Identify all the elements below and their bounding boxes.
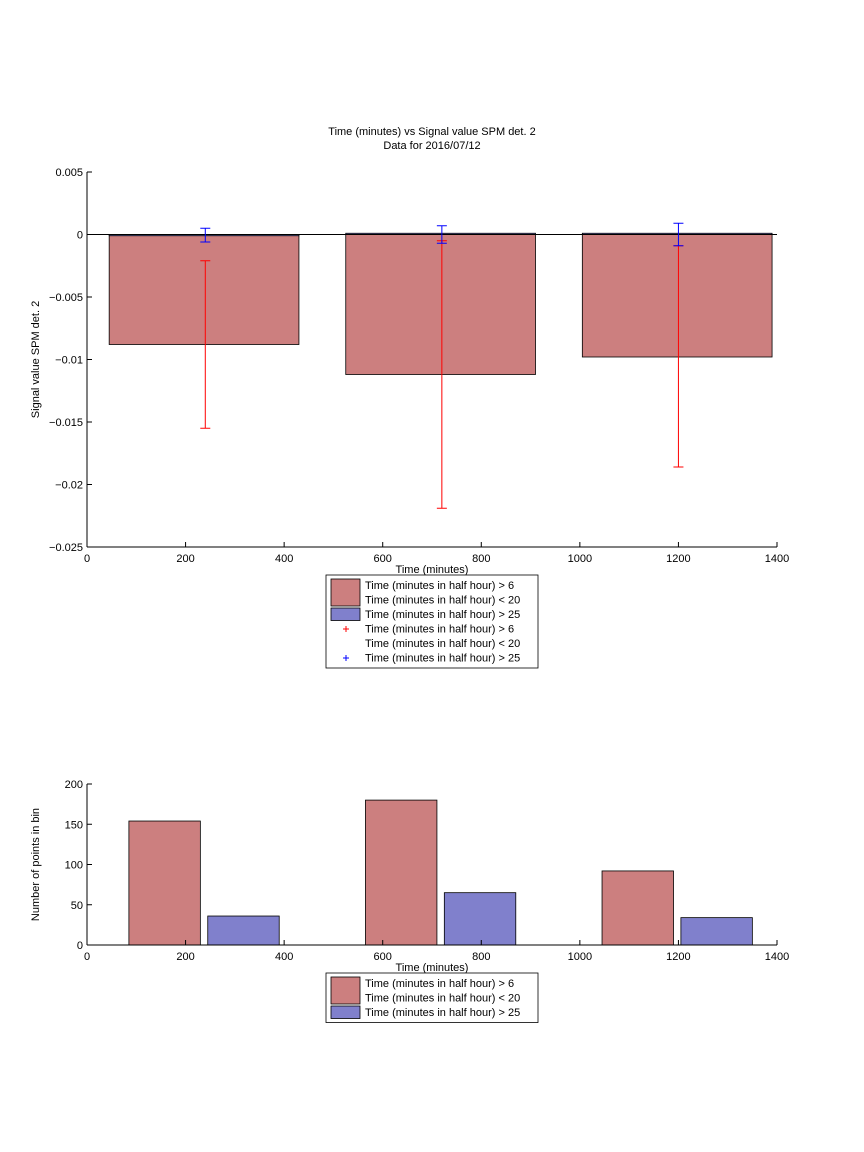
legend-label: Time (minutes in half hour) > 25 xyxy=(365,609,520,621)
legend-label: Time (minutes in half hour) > 25 xyxy=(365,1007,520,1019)
legend-label: Time (minutes in half hour) > 6 xyxy=(365,580,514,592)
x-tick-label: 400 xyxy=(275,951,293,963)
y-tick-label: 150 xyxy=(65,819,83,831)
legend-box xyxy=(325,574,539,669)
legend-patch-red xyxy=(330,976,361,1005)
bar-red-2 xyxy=(345,234,536,375)
y-tick-label: 50 xyxy=(71,900,83,912)
legend-patch-blue xyxy=(330,1005,361,1019)
legend-label: Time (minutes in half hour) < 20 xyxy=(365,993,520,1005)
y-tick-label: 100 xyxy=(65,860,83,872)
chart-title-line2: Data for 2016/07/12 xyxy=(383,140,480,152)
x-axis-label: Time (minutes) xyxy=(396,962,469,974)
x-tick-label: 600 xyxy=(374,951,392,963)
x-tick-label: 0 xyxy=(84,951,90,963)
x-tick-label: 1400 xyxy=(765,951,789,963)
y-tick-label: −0.005 xyxy=(49,292,83,304)
y-tick-label: 0 xyxy=(77,230,83,242)
x-axis-label: Time (minutes) xyxy=(396,564,469,576)
x-tick-label: 1200 xyxy=(666,951,690,963)
bar-red-2 xyxy=(365,799,438,946)
chart-title-line1: Time (minutes) vs Signal value SPM det. … xyxy=(328,126,535,138)
legend-label: Time (minutes in half hour) > 6 xyxy=(365,978,514,990)
legend-patch-red xyxy=(330,578,361,607)
legend-label: Time (minutes in half hour) > 25 xyxy=(365,653,520,665)
bar-blue-1 xyxy=(207,915,280,946)
y-tick-label: −0.01 xyxy=(55,355,83,367)
legend-label: Time (minutes in half hour) > 6 xyxy=(365,624,514,636)
bar-red-3 xyxy=(601,870,674,946)
bar-blue-2 xyxy=(443,892,517,946)
bar-blue-3 xyxy=(680,917,753,946)
y-tick-label: 0 xyxy=(77,940,83,952)
x-tick-label: 800 xyxy=(472,951,490,963)
y-tick-label: −0.015 xyxy=(49,417,83,429)
x-tick-label: 400 xyxy=(275,553,293,565)
y-tick-label: 200 xyxy=(65,779,83,791)
x-tick-label: 1000 xyxy=(568,951,592,963)
x-tick-label: 800 xyxy=(472,553,490,565)
x-tick-label: 200 xyxy=(176,951,194,963)
y-tick-label: 0.005 xyxy=(55,167,83,179)
x-tick-label: 200 xyxy=(176,553,194,565)
y-tick-label: −0.025 xyxy=(49,542,83,554)
x-tick-label: 1000 xyxy=(568,553,592,565)
legend-box xyxy=(325,972,539,1023)
y-axis-label: Signal value SPM det. 2 xyxy=(30,301,42,418)
y-tick-label: −0.02 xyxy=(55,480,83,492)
bar-red-3 xyxy=(581,234,773,358)
x-tick-label: 1200 xyxy=(666,553,690,565)
x-tick-label: 600 xyxy=(374,553,392,565)
bottom-plot: 0 200 400 600 800 1000 1200 1400 200 150 100 50 0 Tim… xyxy=(30,779,789,1023)
top-plot: 0 200 400 600 800 1000 1200 1400 0.005 0 −0.005 −0.… xyxy=(30,167,789,669)
legend-label: Time (minutes in half hour) < 20 xyxy=(365,638,520,650)
bar-red-1 xyxy=(128,820,201,946)
legend-label: Time (minutes in half hour) < 20 xyxy=(365,595,520,607)
y-axis-label: Number of points in bin xyxy=(30,808,42,921)
legend-patch-blue xyxy=(330,607,361,621)
x-tick-label: 1400 xyxy=(765,553,789,565)
x-tick-label: 0 xyxy=(84,553,90,565)
bar-red-1 xyxy=(108,234,300,345)
